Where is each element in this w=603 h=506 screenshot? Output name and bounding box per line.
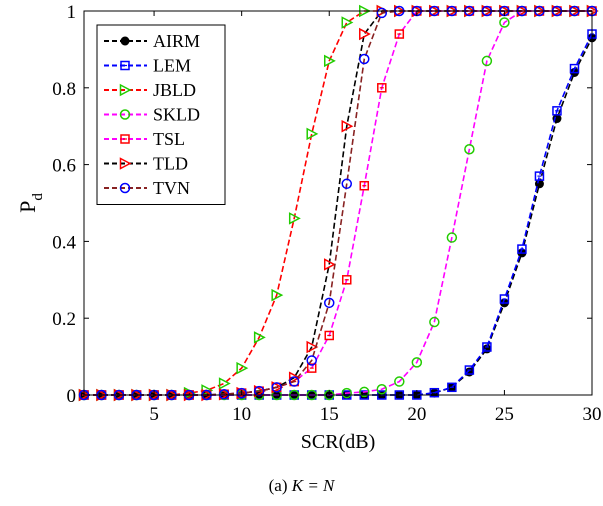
- data-point: [218, 388, 230, 400]
- data-point: [464, 365, 475, 375]
- data-point: [359, 180, 370, 191]
- data-point: [271, 382, 282, 393]
- data-point: [306, 355, 317, 366]
- data-point: [306, 340, 319, 354]
- y-axis-label: Pd: [15, 193, 46, 213]
- data-point: [323, 54, 336, 68]
- data-point: [218, 377, 231, 390]
- legend-label: LEM: [153, 56, 191, 76]
- data-point: [359, 386, 370, 398]
- data-point: [499, 17, 510, 28]
- legend-item-skld: SKLD: [104, 105, 200, 125]
- data-point: [323, 258, 336, 271]
- data-point: [236, 387, 247, 399]
- caption-prefix: (a): [268, 476, 288, 495]
- legend-label: JBLD: [153, 80, 196, 100]
- data-point: [359, 27, 371, 41]
- data-point: [464, 143, 475, 155]
- legend: AIRM LEM JBLD SKLD TSL TLD TVN: [96, 24, 226, 205]
- legend-marker: [119, 83, 132, 97]
- legend-item-tsl: TSL: [104, 129, 185, 149]
- data-point: [253, 385, 265, 397]
- data-point: [341, 16, 354, 29]
- y-axis-label-main: P: [15, 201, 40, 213]
- data-point: [446, 232, 458, 243]
- data-point: [323, 297, 335, 309]
- x-tick-label: 10: [232, 404, 251, 425]
- x-tick-label: 5: [149, 404, 159, 425]
- data-point: [569, 63, 580, 74]
- data-point: [341, 119, 354, 133]
- data-point: [377, 83, 387, 93]
- data-point: [552, 106, 562, 116]
- legend-label: TSL: [153, 129, 185, 149]
- data-point: [447, 382, 457, 393]
- legend-marker: [119, 157, 132, 170]
- y-tick-label: 0.6: [52, 156, 76, 177]
- data-point: [236, 361, 249, 375]
- data-point: [534, 171, 545, 181]
- y-tick-label: 0.8: [52, 79, 76, 100]
- y-tick-label: 1: [67, 2, 77, 23]
- legend-item-jbld: JBLD: [104, 80, 196, 100]
- legend-item-lem: LEM: [104, 56, 191, 76]
- x-tick-label: 15: [320, 404, 339, 425]
- legend-marker: [120, 134, 130, 144]
- x-tick-label: 30: [583, 404, 602, 425]
- data-point: [288, 376, 300, 387]
- caption-math: K = N: [291, 476, 335, 495]
- data-point: [359, 53, 370, 65]
- data-point: [394, 376, 405, 387]
- legend-item-airm: AIRM: [104, 31, 200, 51]
- data-point: [306, 363, 317, 373]
- data-point: [306, 127, 319, 141]
- legend-marker: [120, 36, 130, 46]
- data-point: [376, 383, 388, 395]
- legend-marker: [120, 60, 130, 71]
- x-axis-label: SCR(dB): [301, 431, 375, 453]
- y-tick-label: 0: [67, 386, 77, 407]
- legend-label: TLD: [153, 154, 188, 174]
- data-point: [271, 288, 284, 302]
- x-tick-label: 20: [407, 404, 426, 425]
- data-point: [341, 178, 353, 190]
- data-point: [429, 316, 440, 328]
- data-point: [517, 244, 527, 254]
- legend-item-tld: TLD: [104, 154, 188, 174]
- legend-label: AIRM: [153, 31, 200, 51]
- legend-box: [96, 24, 226, 205]
- chart: 5 10 15 20 25 30 0 0.2 0.4 0.6 0.8 1 SCR(dB) Pd AIR…: [15, 2, 602, 453]
- legend-label: SKLD: [153, 105, 200, 125]
- data-point: [481, 55, 493, 67]
- legend-item-tvn: TVN: [104, 178, 190, 198]
- data-point: [429, 387, 440, 398]
- y-tick-label: 0.2: [52, 309, 76, 330]
- x-tick-label: 25: [495, 404, 514, 425]
- legend-label: TVN: [153, 178, 190, 198]
- y-axis-label-subscript: d: [30, 193, 46, 201]
- data-point: [482, 342, 492, 352]
- data-point: [376, 7, 388, 19]
- figure-caption: (a) K = N: [0, 476, 603, 496]
- data-point: [288, 212, 301, 225]
- data-point: [342, 275, 352, 285]
- data-point: [411, 357, 423, 368]
- data-point: [499, 294, 510, 304]
- data-point: [253, 331, 266, 344]
- legend-marker: [119, 109, 131, 120]
- y-tick-label: 0.4: [52, 232, 76, 253]
- plot-frame: [83, 10, 593, 396]
- legend-marker: [119, 182, 131, 194]
- ticks-layer: 5 10 15 20 25 30 0 0.2 0.4 0.6 0.8 1: [52, 2, 601, 425]
- data-point: [341, 387, 353, 399]
- data-point: [394, 29, 405, 39]
- data-point: [324, 330, 334, 341]
